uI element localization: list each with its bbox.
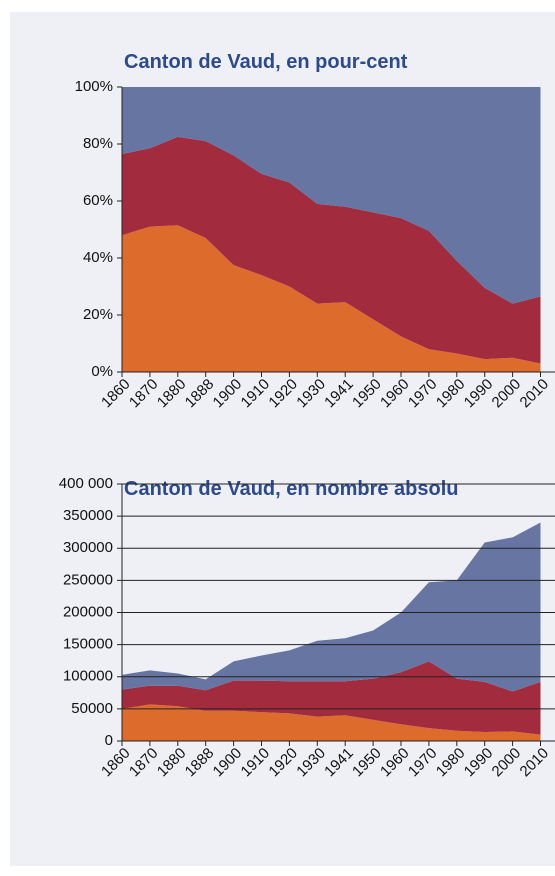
y-tick-label: 60% — [83, 192, 113, 209]
y-tick-label: 200000 — [63, 603, 113, 620]
y-tick-label: 250000 — [63, 571, 113, 588]
y-tick-label: 80% — [83, 135, 113, 152]
area — [122, 522, 541, 692]
y-tick-label: 100% — [75, 78, 113, 95]
area — [122, 225, 541, 372]
y-tick-label: 0% — [91, 363, 113, 380]
area — [122, 661, 541, 735]
area — [122, 87, 541, 304]
y-tick-label: 400 000 — [59, 475, 113, 492]
y-tick-label: 50000 — [71, 700, 113, 717]
y-tick-label: 300000 — [63, 539, 113, 556]
y-tick-label: 100000 — [63, 668, 113, 685]
y-tick-label: 150000 — [63, 636, 113, 653]
chart-title: Canton de Vaud, en pour-cent — [124, 51, 408, 73]
y-tick-label: 350000 — [63, 507, 113, 524]
area — [122, 136, 541, 364]
y-tick-label: 0 — [105, 732, 113, 749]
y-tick-label: 20% — [83, 306, 113, 323]
chart-title: Canton de Vaud, en nombre absolu — [124, 478, 458, 500]
y-tick-label: 40% — [83, 249, 113, 266]
area — [122, 704, 541, 741]
